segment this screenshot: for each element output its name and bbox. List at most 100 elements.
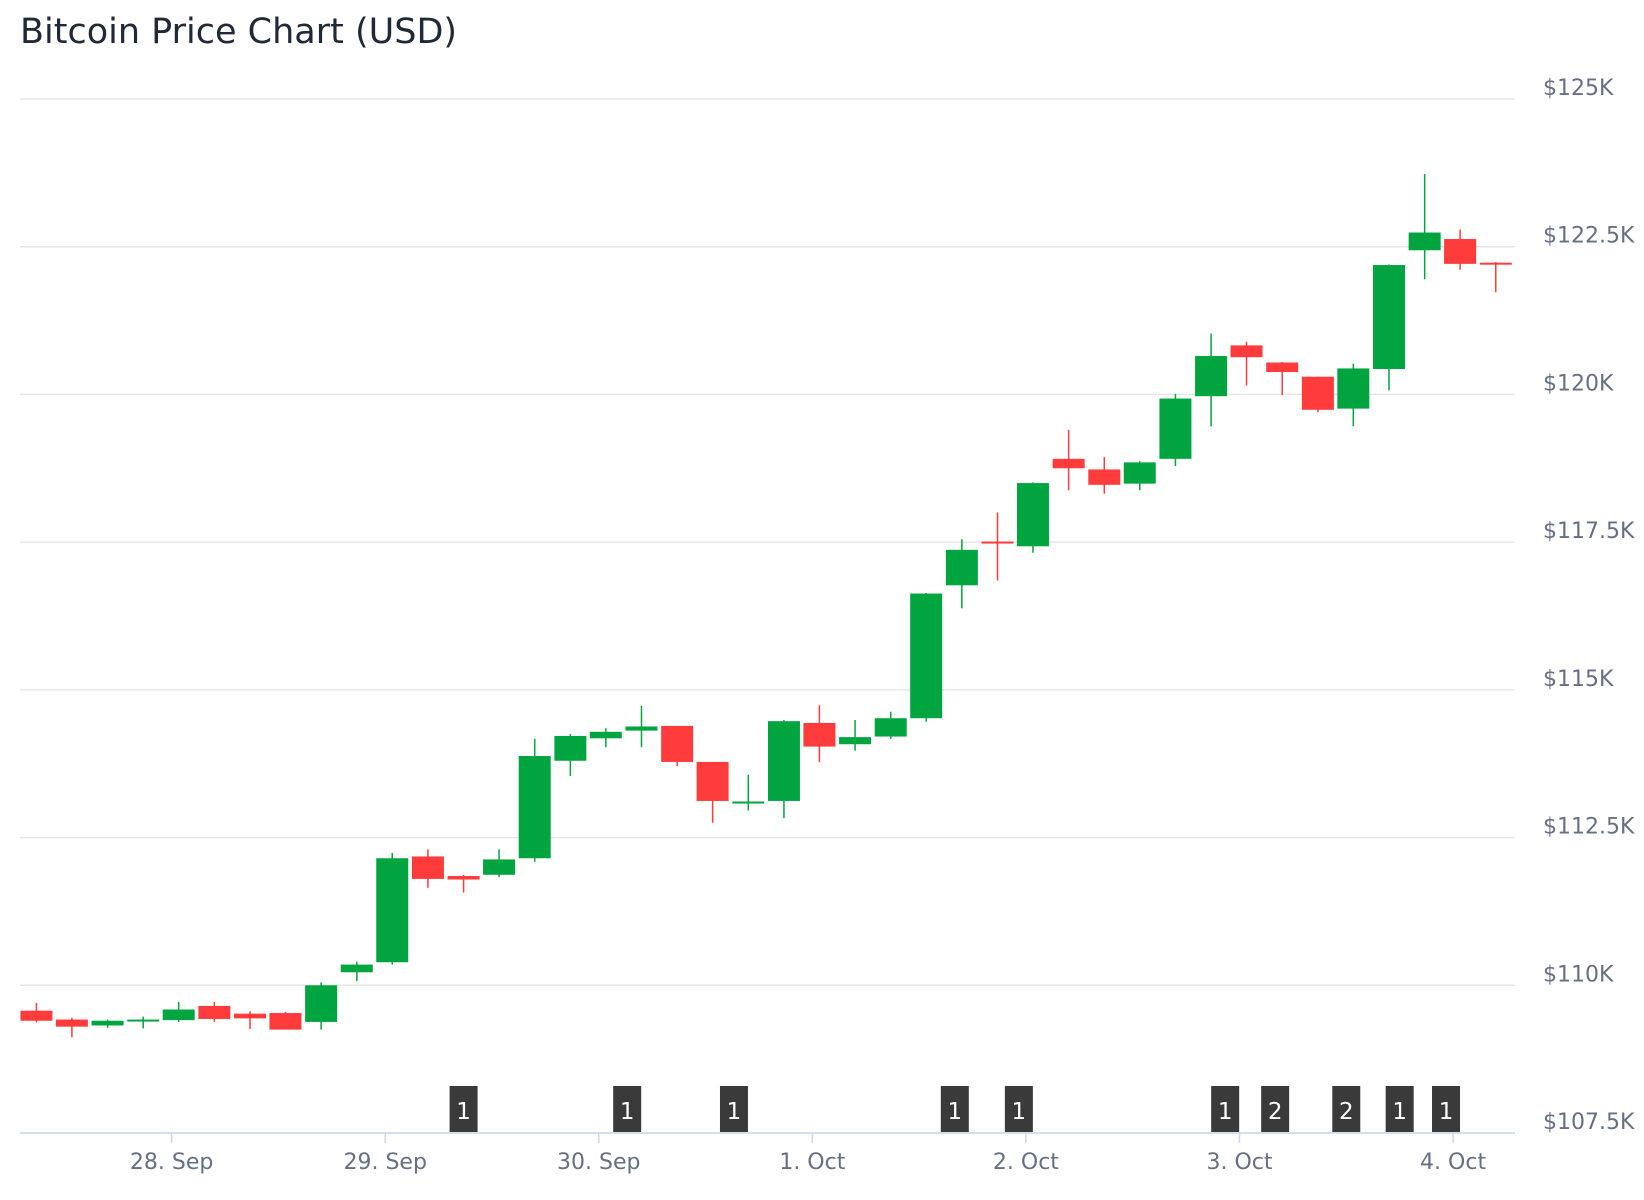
candle-up (589, 728, 622, 748)
candle-body (945, 549, 978, 586)
candle-up (1408, 174, 1441, 280)
x-tick-label: 29. Sep (343, 1150, 426, 1175)
event-flag-box[interactable] (1211, 1086, 1240, 1132)
candle-body (269, 1013, 302, 1030)
candle-down (1479, 262, 1512, 293)
candle-down (55, 1017, 88, 1038)
candle-down (1301, 376, 1334, 413)
candle-body (839, 737, 872, 745)
candle-body (1266, 362, 1299, 372)
event-flag-box[interactable] (1385, 1086, 1414, 1132)
candle-body (981, 541, 1014, 544)
candle-body (91, 1020, 124, 1026)
candle-body (20, 1010, 53, 1021)
candle-body (910, 593, 943, 719)
candle-body (1052, 458, 1085, 469)
candle-up (483, 849, 516, 878)
candle-body (1479, 262, 1512, 265)
y-tick-label: $107.5K (1543, 1110, 1635, 1135)
event-flag-box[interactable] (449, 1086, 478, 1132)
candle-down (696, 761, 729, 823)
event-flag-label: 1 (727, 1099, 742, 1125)
candle-body (1159, 398, 1192, 459)
event-flag[interactable]: 1 (449, 1086, 478, 1132)
event-flag[interactable]: 1 (719, 1086, 748, 1132)
candle-body (55, 1019, 88, 1027)
candle-body (732, 801, 765, 804)
candle-up (874, 711, 907, 739)
candle-up (1016, 482, 1049, 553)
y-tick-label: $115K (1543, 667, 1614, 692)
event-flag-box[interactable] (1004, 1086, 1033, 1132)
candle-body (411, 856, 444, 879)
candle-down (447, 874, 480, 893)
event-flag-box[interactable] (1261, 1086, 1290, 1132)
candle-down (661, 725, 694, 767)
candle-body (625, 726, 658, 731)
candle-up (127, 1016, 160, 1029)
event-flag-label: 2 (1339, 1099, 1354, 1125)
event-flag[interactable]: 1 (613, 1086, 642, 1132)
event-flag-box[interactable] (1432, 1086, 1461, 1132)
event-flag[interactable]: 1 (1004, 1086, 1033, 1132)
y-tick-label: $120K (1543, 371, 1614, 396)
candle-down (803, 705, 836, 762)
x-tick-label: 1. Oct (779, 1150, 845, 1175)
candle-down (1266, 361, 1299, 396)
y-tick-label: $122.5K (1543, 224, 1635, 249)
event-flag[interactable]: 2 (1261, 1086, 1290, 1132)
candle-body (589, 731, 622, 739)
candle-down (234, 1011, 267, 1030)
event-flags: 1 1 1 1 1 1 2 2 1 1 (449, 1086, 1461, 1132)
event-flag-label: 1 (1392, 1099, 1407, 1125)
candle-up (1159, 393, 1192, 466)
candle-up (910, 592, 943, 722)
candle-body (554, 735, 587, 761)
candle-up (1372, 264, 1405, 391)
candle-body (376, 858, 409, 963)
candle-up (625, 705, 658, 748)
event-flag-box[interactable] (719, 1086, 748, 1132)
event-flag-box[interactable] (940, 1086, 969, 1132)
y-axis: $125K $122.5K $120K $117.5K $115K $112.5K $110… (1543, 76, 1635, 1135)
candle-body (803, 722, 836, 747)
candle-up (1123, 461, 1156, 491)
candle-body (1088, 469, 1121, 485)
candle-down (411, 849, 444, 888)
candle-body (1337, 368, 1370, 409)
candle-down (198, 1001, 231, 1022)
candle-up (554, 734, 587, 777)
x-tick-label: 4. Oct (1420, 1150, 1486, 1175)
candle-down (20, 1003, 53, 1023)
candle-body (305, 985, 338, 1022)
event-flag-label: 1 (1012, 1099, 1027, 1125)
candle-up (945, 539, 978, 609)
candle-body (340, 964, 373, 973)
event-flag[interactable]: 1 (1385, 1086, 1414, 1132)
candles (20, 174, 1512, 1038)
event-flag[interactable]: 1 (940, 1086, 969, 1132)
candle-body (1408, 232, 1441, 251)
candle-down (981, 512, 1014, 581)
event-flag[interactable]: 2 (1332, 1086, 1361, 1132)
candle-up (1195, 333, 1228, 427)
candle-up (376, 852, 409, 965)
candle-body (447, 875, 480, 880)
candle-up (91, 1019, 124, 1028)
event-flag-box[interactable] (613, 1086, 642, 1132)
candle-body (1230, 345, 1263, 358)
event-flag[interactable]: 1 (1432, 1086, 1461, 1132)
candle-body (1123, 462, 1156, 484)
event-flag[interactable]: 1 (1211, 1086, 1240, 1132)
event-flag-box[interactable] (1332, 1086, 1361, 1132)
y-tick-label: $110K (1543, 962, 1614, 987)
x-tick-label: 3. Oct (1206, 1150, 1272, 1175)
candle-body (767, 721, 800, 801)
candle-body (1444, 239, 1477, 264)
candle-down (269, 1011, 302, 1030)
y-tick-label: $117.5K (1543, 519, 1635, 544)
event-flag-label: 1 (1439, 1099, 1454, 1125)
candle-body (127, 1019, 160, 1022)
x-tick-label: 30. Sep (557, 1150, 640, 1175)
candle-up (518, 738, 551, 862)
